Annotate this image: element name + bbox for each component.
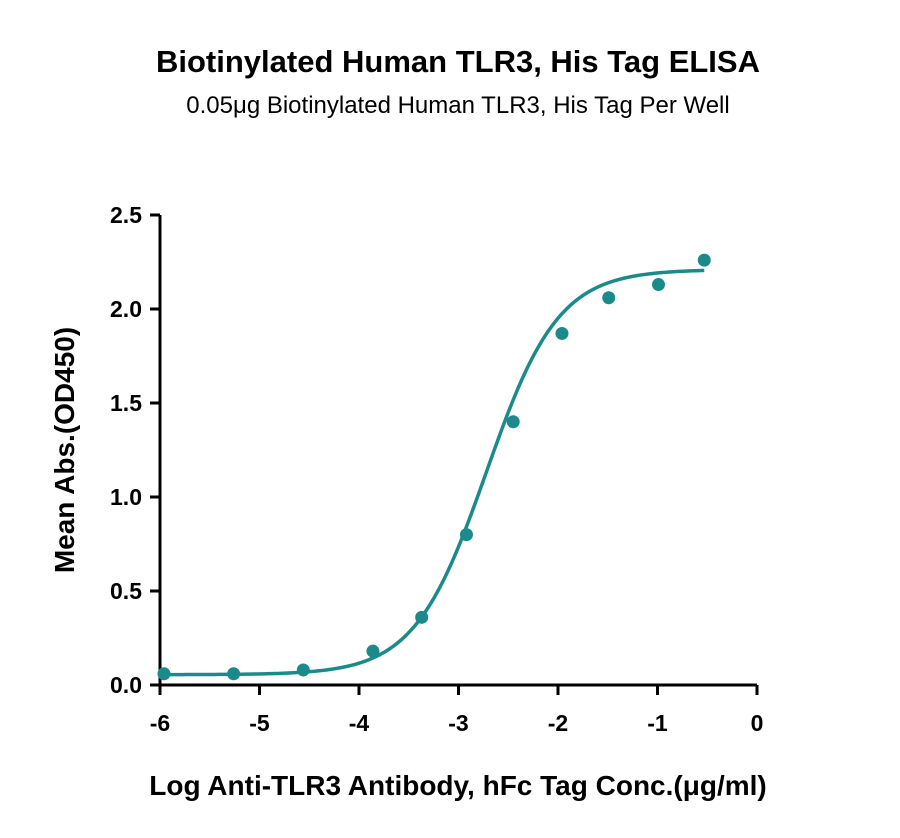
y-tick-label: 1.5	[110, 390, 142, 416]
data-point	[296, 663, 310, 677]
data-points	[157, 253, 711, 681]
y-tick-label: 2.0	[110, 296, 142, 322]
data-point	[459, 528, 473, 542]
axes	[158, 215, 757, 687]
y-tick-label: 1.0	[110, 484, 142, 510]
y-tick-label: 2.5	[110, 202, 142, 228]
data-point	[697, 253, 711, 267]
y-tick-label: 0.5	[110, 578, 142, 604]
x-tick-label: -1	[647, 710, 668, 736]
data-point	[602, 291, 616, 305]
data-point	[506, 415, 520, 429]
x-tick-label: -5	[249, 710, 270, 736]
x-tick-label: -6	[150, 710, 170, 736]
x-tick-label: 0	[751, 710, 764, 736]
data-point	[366, 644, 380, 658]
chart-title: Biotinylated Human TLR3, His Tag ELISA	[156, 44, 760, 79]
x-tick-label: -3	[448, 710, 468, 736]
data-point	[227, 667, 241, 681]
chart-subtitle: 0.05μg Biotinylated Human TLR3, His Tag …	[186, 92, 729, 119]
x-ticks: -6 -5 -4 -3 -2 -1 0	[150, 685, 764, 736]
fit-curve	[163, 268, 705, 677]
x-tick-label: -4	[349, 710, 370, 736]
data-point	[555, 326, 569, 340]
y-ticks: 0.0 0.5 1.0 1.5 2.0 2.5	[110, 202, 160, 698]
data-point	[157, 667, 171, 681]
data-point	[651, 278, 665, 292]
y-axis-label: Mean Abs.(OD450)	[49, 327, 80, 573]
x-axis-label: Log Anti-TLR3 Antibody, hFc Tag Conc.(μg…	[149, 770, 767, 801]
y-tick-label: 0.0	[110, 672, 142, 698]
x-tick-label: -2	[548, 710, 568, 736]
data-point	[415, 610, 429, 624]
